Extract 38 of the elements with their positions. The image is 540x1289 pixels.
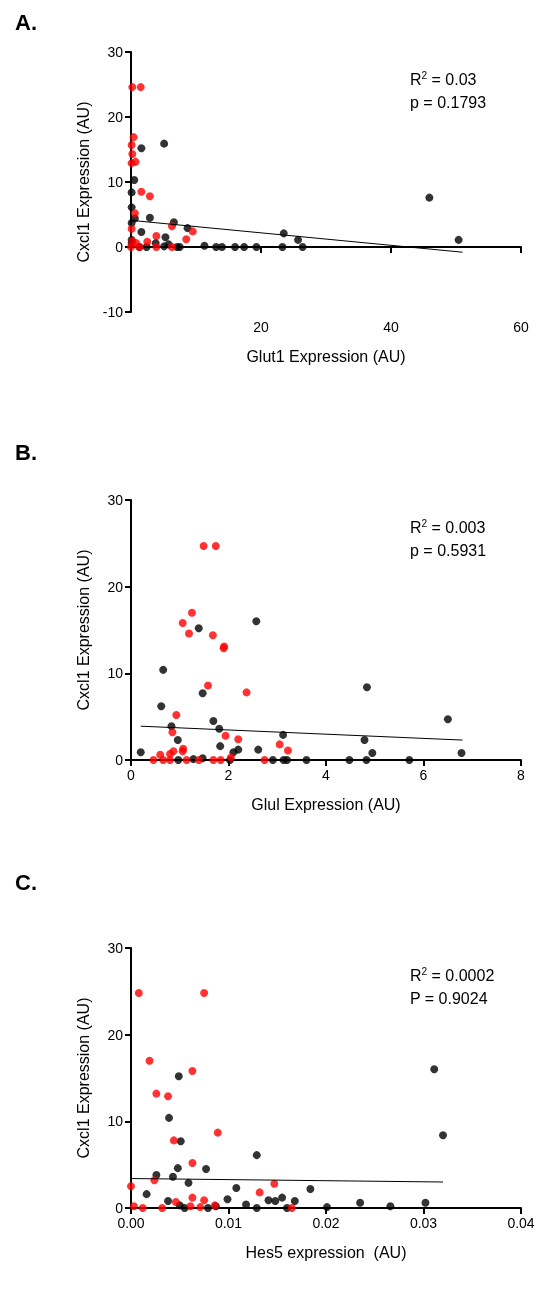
x-axis-title: Glut1 Expression (AU) [246, 347, 406, 365]
y-axis-title: Cxcl1 Expression (AU) [74, 549, 92, 711]
annotation: p = 0.5931 [410, 541, 487, 559]
x-tick-label: 20 [253, 319, 269, 335]
y-tick-label: -10 [102, 304, 124, 320]
y-tick-label: 30 [107, 492, 124, 508]
y-tick-label: 0 [115, 752, 124, 768]
x-tick-label: 4 [322, 767, 331, 783]
x-tick-label: 2 [224, 767, 233, 783]
x-tick-label: 8 [517, 767, 526, 783]
x-tick-label: 0.03 [409, 1215, 438, 1231]
x-tick-label: 6 [419, 767, 428, 783]
y-tick-label: 0 [115, 239, 124, 255]
x-tick-label: 0.02 [312, 1215, 340, 1231]
y-tick-label: 30 [107, 940, 124, 956]
x-axis-title: Glul Expression (AU) [251, 795, 401, 813]
y-tick-label: 10 [107, 665, 124, 682]
y-tick-label: 10 [107, 174, 124, 190]
x-tick-label: 60 [513, 319, 529, 335]
x-tick-label: 40 [383, 319, 399, 335]
x-tick-label: 0 [127, 767, 136, 783]
y-tick-label: 20 [107, 109, 124, 125]
y-tick-label: 0 [115, 1200, 124, 1216]
y-axis-title: Cxcl1 Expression (AU) [74, 997, 92, 1159]
chart-title: B. [15, 439, 37, 465]
y-axis-title: Cxcl1 Expression (AU) [74, 101, 92, 263]
x-axis-title: Hes5 expression (AU) [245, 1243, 407, 1261]
x-tick-label: 0.01 [214, 1215, 243, 1231]
y-tick-label: 20 [107, 578, 124, 595]
y-tick-label: 30 [107, 44, 124, 60]
x-tick-label: 0.00 [117, 1215, 145, 1231]
annotation: P = 0.9024 [410, 989, 488, 1007]
y-tick-label: 20 [107, 1026, 124, 1043]
x-tick-label: 0.04 [507, 1215, 535, 1231]
annotation: p = 0.1793 [410, 93, 487, 111]
y-tick-label: 10 [107, 1113, 124, 1130]
chart-title: C. [15, 869, 37, 895]
chart-title: A. [15, 9, 37, 35]
